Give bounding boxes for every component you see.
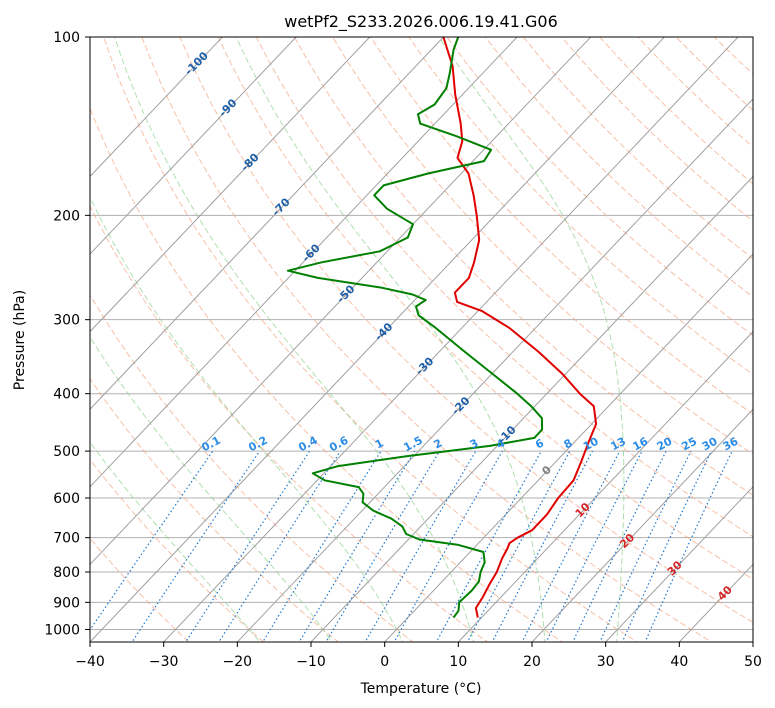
y-tick-label: 400 (53, 387, 80, 403)
isotherm-line (90, 37, 592, 566)
mixing-ratio-label: 30 (700, 435, 720, 454)
x-tick-label: 20 (523, 654, 541, 670)
dry-adiabat (751, 37, 753, 39)
dry-adiabat (90, 204, 489, 642)
dry-adiabat (446, 37, 753, 337)
dry-adiabat (90, 458, 265, 642)
y-tick-label: 700 (53, 531, 80, 547)
x-tick-label: 0 (380, 654, 389, 670)
isotherm-line (162, 37, 739, 642)
y-tick-label: 500 (53, 444, 80, 460)
dry-adiabat (103, 37, 638, 642)
mixing-ratio-line (364, 450, 477, 642)
plot-area (90, 37, 753, 642)
mixing-ratio-line (435, 450, 542, 642)
y-tick-label: 600 (53, 491, 80, 507)
mixing-ratio-label: 25 (679, 435, 699, 454)
plot-frame (89, 36, 754, 643)
isotherm-line (90, 37, 666, 642)
isotherm-line (531, 408, 753, 642)
y-tick-label: 900 (53, 595, 80, 611)
moist-adiabat (90, 441, 261, 642)
dry-adiabat (293, 37, 753, 496)
x-tick-label: −20 (223, 654, 253, 670)
moist-adiabat (90, 336, 333, 642)
mixing-ratio-line (131, 450, 261, 642)
x-tick-label: −30 (149, 654, 179, 670)
mixing-ratio-line (572, 450, 667, 642)
mixing-ratio-line (262, 450, 382, 642)
mixing-ratio-label: 16 (631, 435, 651, 454)
moist-adiabat (438, 37, 625, 642)
x-tick-label: −10 (296, 654, 326, 670)
isotherm-line (90, 37, 224, 178)
y-tick-label: 1000 (44, 622, 80, 638)
x-tick-label: 50 (744, 654, 762, 670)
x-axis-title: Temperature (°C) (360, 681, 482, 697)
x-tick-label: 10 (449, 654, 467, 670)
mixing-ratio-label: 20 (655, 435, 675, 454)
isotherm-line (90, 37, 371, 333)
isotherm-line (90, 37, 518, 488)
dry-adiabat (332, 37, 753, 455)
dewpoint-profile (286, 37, 544, 619)
y-tick-label: 800 (53, 565, 80, 581)
isotherm-line (604, 486, 753, 642)
chart-title: wetPf2_S233.2026.006.19.41.G06 (284, 12, 558, 32)
dry-adiabat (90, 377, 340, 642)
dry-adiabat (179, 37, 753, 623)
x-tick-label: 40 (670, 654, 688, 670)
mixing-ratio-line (218, 450, 342, 642)
dry-adiabat (90, 107, 564, 642)
y-tick-label: 100 (53, 30, 80, 46)
mixing-ratio-label: 10 (581, 435, 601, 454)
x-tick-label: 30 (597, 654, 615, 670)
mixing-ratio-line (466, 450, 571, 642)
mixing-ratio-line (298, 450, 416, 642)
y-axis: 1000 900 800 700 600 500 400 300 200 100 (44, 30, 90, 638)
mixing-ratio-line (599, 450, 692, 642)
isotherm-line (236, 98, 753, 642)
mixing-ratio-line (90, 450, 214, 631)
dry-adiabat (141, 37, 713, 642)
mixing-ratio-label: 36 (721, 435, 741, 454)
x-tick-label: −40 (75, 654, 105, 670)
isotherm-line (90, 37, 445, 410)
y-axis-title: Pressure (hPa) (12, 290, 28, 390)
mixing-ratio-line (325, 450, 441, 642)
moist-adiabat (90, 195, 404, 642)
mixing-ratio-line (185, 450, 311, 642)
dry-adiabat (255, 37, 753, 538)
isotherm-line (310, 175, 753, 642)
dry-adiabat (408, 37, 753, 375)
y-tick-label: 200 (53, 208, 80, 224)
mixing-ratio-label: 13 (608, 435, 628, 454)
profiles (286, 37, 598, 619)
isotherm-line (90, 37, 297, 255)
moist-adiabat (235, 37, 546, 642)
mixing-ratio-line (491, 450, 594, 642)
temperature-profile (442, 37, 598, 618)
x-axis: −40 −30 −20 −10 0 10 20 30 40 50 (75, 642, 762, 670)
moist-adiabat (114, 37, 475, 642)
dry-adiabat (90, 294, 414, 642)
isotherm-line (457, 330, 753, 642)
y-tick-label: 300 (53, 313, 80, 329)
mixing-ratio-line (393, 450, 503, 642)
